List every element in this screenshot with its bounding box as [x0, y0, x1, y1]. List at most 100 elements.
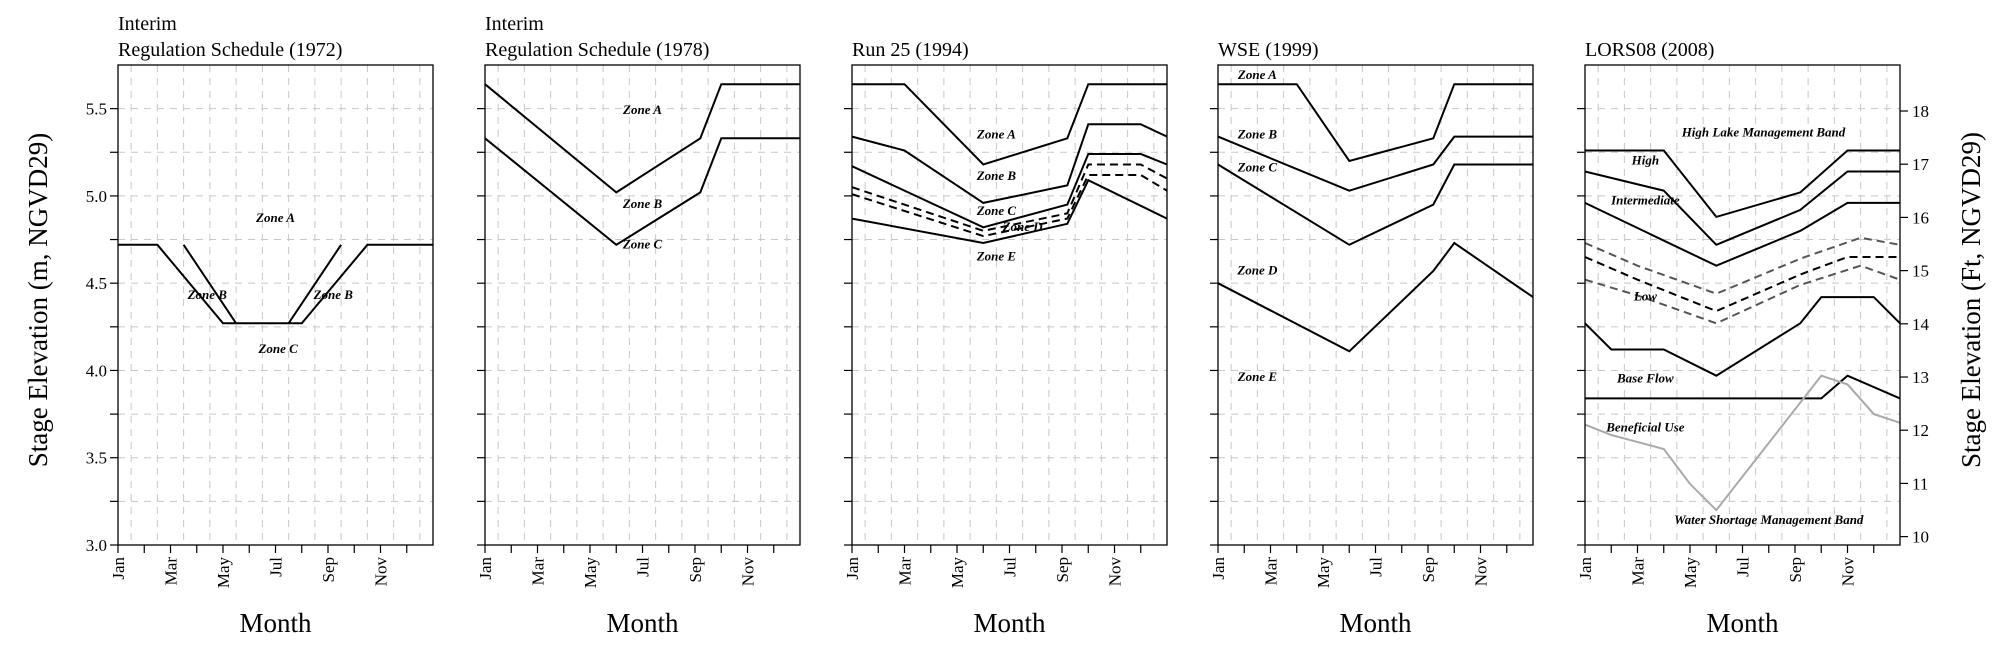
panel-4: Zone A Zone B Zone C Zone D Zone E Jan Mar May J…: [1209, 39, 1534, 638]
plot-frame: [117, 64, 434, 546]
y-tick-label-left: 3.5: [86, 449, 107, 468]
x-tick-label: Jan: [1209, 557, 1228, 580]
zone-label: Zone E: [976, 248, 1017, 263]
x-tick-label: Mar: [162, 557, 181, 586]
series-line-2: [484, 137, 800, 247]
zone-label: Zone C: [622, 236, 663, 251]
zone-label: Zone B: [187, 287, 228, 302]
x-axis-title: Month: [239, 608, 312, 638]
zone-label: Zone E: [1237, 369, 1278, 384]
zone-label: Zone D: [1002, 219, 1044, 234]
x-tick-label: Jan: [476, 557, 495, 580]
panel-title: Regulation Schedule (1972): [118, 39, 342, 61]
series-line-2: [1584, 170, 1900, 246]
zone-label: Zone B: [622, 196, 663, 211]
series-line-3: [1584, 201, 1900, 267]
x-axis-title: Month: [1706, 608, 1779, 638]
zone-label: Intermediate: [1610, 193, 1680, 208]
x-tick-label: Jul: [1367, 557, 1386, 577]
series-line-6: [1584, 264, 1901, 325]
x-tick-label: May: [581, 557, 600, 589]
series-line-1: [1585, 149, 1900, 219]
x-tick-label: May: [1681, 557, 1700, 589]
series-line-5: [1584, 256, 1900, 313]
y-tick-label-right: 18: [1912, 102, 1929, 121]
y-axis-title-left: Stage Elevation (m, NGVD29): [23, 133, 53, 467]
series-line-8: [1585, 374, 1901, 400]
y-tick-label-right: 16: [1912, 208, 1929, 227]
x-tick-label: Jan: [843, 557, 862, 580]
series-line-1: [484, 83, 800, 194]
x-tick-label: May: [948, 557, 967, 589]
y-tick-label-left: 4.0: [86, 361, 107, 380]
zone-label: High Lake Management Band: [1681, 125, 1846, 140]
series-line-1: [1218, 83, 1533, 163]
x-tick-label: Sep: [686, 557, 705, 583]
x-tick-label: May: [1314, 557, 1333, 589]
series-line-4: [1584, 236, 1901, 295]
x-tick-label: Sep: [1419, 557, 1438, 583]
series-line-2: [1217, 135, 1533, 192]
zone-label: Zone A: [255, 210, 295, 225]
series-line-4: [851, 163, 1168, 232]
series-line-1: [118, 243, 433, 325]
panel-2: Zone A Zone B Zone C Jan Mar May Jul Sep Nov Mont…: [476, 13, 801, 638]
x-tick-label: Sep: [1786, 557, 1805, 583]
y-tick-label-right: 13: [1912, 368, 1929, 387]
zone-label: Zone C: [976, 203, 1017, 218]
series-line-7: [1584, 296, 1901, 377]
x-axis-title: Month: [1339, 608, 1412, 638]
zone-label: Base Flow: [1616, 371, 1674, 386]
zone-label: Zone B: [313, 287, 354, 302]
series-line-2: [182, 244, 237, 324]
x-tick-label: Jul: [1734, 557, 1753, 577]
zone-label: Zone B: [976, 168, 1017, 183]
zone-label: Water Shortage Management Band: [1674, 512, 1864, 527]
x-tick-label: Jul: [267, 557, 286, 577]
x-tick-label: Sep: [319, 557, 338, 583]
x-tick-label: Mar: [896, 557, 915, 586]
zone-label: Beneficial Use: [1605, 420, 1685, 435]
series-line-3: [1217, 163, 1533, 246]
series-line-4: [1217, 241, 1534, 353]
y-tick-label-left: 4.5: [86, 274, 107, 293]
x-tick-label: Nov: [372, 557, 391, 587]
x-tick-label: Jul: [1001, 557, 1020, 577]
y-tick-label-right: 10: [1912, 528, 1929, 547]
panel-title: Run 25 (1994): [852, 39, 969, 61]
x-tick-label: Nov: [739, 557, 758, 587]
y-tick-label-left: 5.5: [86, 100, 107, 119]
x-tick-label: Mar: [529, 557, 548, 586]
series-line-3: [287, 244, 342, 324]
y-tick-label-right: 17: [1912, 155, 1930, 174]
y-tick-label-left: 3.0: [86, 536, 107, 555]
y-tick-label-right: 11: [1912, 474, 1928, 493]
zone-label: Zone A: [1237, 67, 1277, 82]
series-line-2: [851, 123, 1168, 204]
panel-5: High Lake Management Band High Intermediat…: [1576, 39, 1930, 638]
x-tick-label: Jan: [109, 557, 128, 580]
plot-frame: [484, 64, 801, 546]
panel-1: Zone A Zone B Zone B Zone C 3.0 3.5 4.0 4.5 5.0 5…: [86, 13, 434, 638]
panel-title: WSE (1999): [1218, 39, 1319, 61]
x-axis-title: Month: [973, 608, 1046, 638]
x-tick-label: Mar: [1629, 557, 1648, 586]
chart-panels: Zone A Zone B Zone B Zone C 3.0 3.5 4.0 4.5 5.0 5…: [86, 13, 1930, 638]
panel-title: Regulation Schedule (1978): [485, 39, 709, 61]
zone-label: Zone C: [1237, 159, 1278, 174]
zone-label: High: [1631, 152, 1659, 167]
y-tick-label-right: 14: [1912, 315, 1930, 334]
y-tick-label-left: 5.0: [86, 187, 107, 206]
x-tick-label: Jan: [1576, 557, 1595, 580]
x-tick-label: Sep: [1053, 557, 1072, 583]
x-tick-label: Nov: [1839, 557, 1858, 587]
x-tick-label: Nov: [1106, 557, 1125, 587]
zone-label: Low: [1633, 289, 1657, 304]
zone-label: Zone B: [1237, 126, 1278, 141]
series-line-3: [851, 153, 1168, 229]
series-line-6: [851, 178, 1168, 245]
x-axis-title: Month: [606, 608, 679, 638]
series-line-5: [851, 174, 1168, 238]
y-axis-title-right: Stage Elevation (Ft, NGVD29): [1956, 132, 1986, 468]
y-tick-label-right: 12: [1912, 421, 1929, 440]
